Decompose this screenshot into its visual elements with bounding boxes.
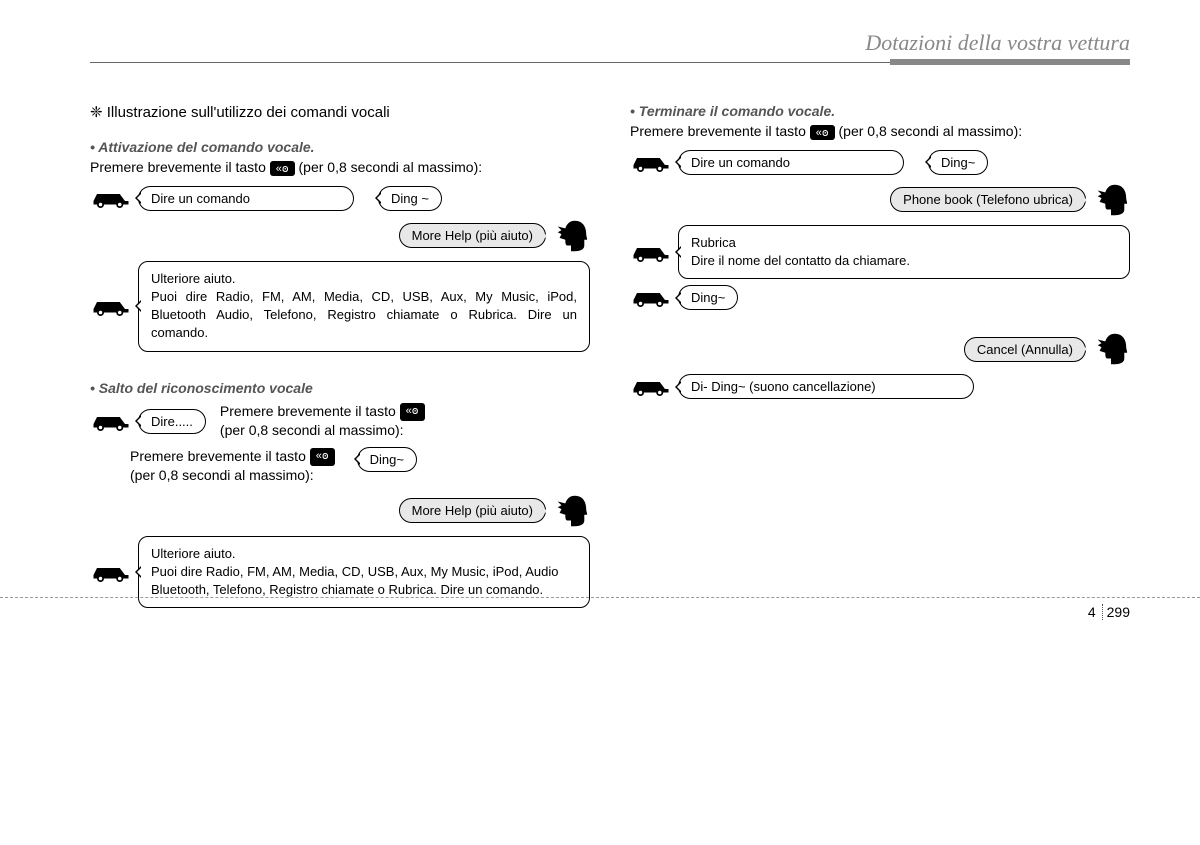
page-number: 4299 [1088, 604, 1130, 620]
sec1-bubble-help: More Help (più aiuto) [399, 223, 546, 248]
main-title: ❈ Illustrazione sull'utilizzo dei comand… [90, 103, 590, 121]
car-icon [630, 151, 672, 174]
sec2-row2: Premere brevemente il tasto «ꙩ (per 0,8 … [130, 447, 590, 486]
sec2-side1: Premere brevemente il tasto «ꙩ (per 0,8 … [220, 402, 425, 441]
sec2-bubble-ding: Ding~ [357, 447, 417, 472]
title-symbol: ❈ [90, 104, 103, 121]
sec1-title: • Attivazione del comando vocale. [90, 139, 590, 155]
r-bubble-cancel: Cancel (Annulla) [964, 337, 1086, 362]
sec2-l2-post: (per 0,8 secondi al massimo): [130, 467, 314, 483]
head-icon [1092, 330, 1130, 368]
car-icon [90, 410, 132, 433]
page-header: Dotazioni della vostra vettura [90, 30, 1130, 63]
r-bubble-command: Dire un comando [678, 150, 904, 175]
page-section: 4 [1088, 604, 1103, 620]
head-icon [552, 217, 590, 255]
sec1-row1: Dire un comando Ding ~ [90, 186, 590, 211]
r-row4: Ding~ [630, 285, 1130, 310]
header-bar [890, 59, 1130, 65]
sec1-bubble-ding: Ding ~ [378, 186, 442, 211]
sec1-row2: More Help (più aiuto) [90, 217, 590, 255]
r-b4-l1: Rubrica [691, 235, 736, 250]
car-icon [630, 241, 672, 264]
r-row1: Dire un comando Ding~ [630, 150, 1130, 175]
footer: 4299 [0, 597, 1200, 602]
r-bubble-ding2: Ding~ [678, 285, 738, 310]
r-instr: Premere brevemente il tasto «ꙩ (per 0,8 … [630, 123, 1130, 140]
header-title: Dotazioni della vostra vettura [865, 30, 1130, 55]
sec2-row1: Dire..... Premere brevemente il tasto «ꙩ… [90, 402, 590, 441]
car-icon [630, 375, 672, 398]
sec2-l2-pre: Premere brevemente il tasto [130, 448, 306, 464]
sec2-bubble-help: More Help (più aiuto) [399, 498, 546, 523]
voice-button-icon: «ꙩ [310, 448, 335, 465]
car-icon [90, 295, 132, 318]
main-title-text: Illustrazione sull'utilizzo dei comandi … [107, 104, 390, 121]
r-row6: Di- Ding~ (suono cancellazione) [630, 374, 1130, 399]
sec2-title: • Salto del riconoscimento vocale [90, 380, 590, 396]
voice-button-icon: «ꙩ [270, 161, 295, 176]
sec1-row3: Ulteriore aiuto. Puoi dire Radio, FM, AM… [90, 261, 590, 352]
voice-button-icon: «ꙩ [400, 403, 425, 420]
car-icon [90, 561, 132, 584]
sec2-s1-post: (per 0,8 secondi al massimo): [220, 422, 404, 438]
page: Dotazioni della vostra vettura ❈ Illustr… [0, 0, 1200, 614]
sec2-b4-l2: Puoi dire Radio, FM, AM, Media, CD, USB,… [151, 564, 559, 597]
sec1-bubble-command: Dire un comando [138, 186, 354, 211]
sec1-b4-l1: Ulteriore aiuto. [151, 271, 236, 286]
r-bubble-ding1: Ding~ [928, 150, 988, 175]
car-icon [630, 286, 672, 309]
right-column: • Terminare il comando vocale. Premere b… [630, 103, 1130, 614]
left-column: ❈ Illustrazione sull'utilizzo dei comand… [90, 103, 590, 614]
page-num-val: 299 [1107, 604, 1130, 620]
head-icon [1092, 181, 1130, 219]
sec2-line2: Premere brevemente il tasto «ꙩ (per 0,8 … [130, 447, 335, 486]
car-icon [90, 187, 132, 210]
head-icon [552, 492, 590, 530]
r-row3: Rubrica Dire il nome del contatto da chi… [630, 225, 1130, 279]
r-instr-post: (per 0,8 secondi al massimo): [839, 123, 1023, 139]
sec1-b4-l2: Puoi dire Radio, FM, AM, Media, CD, USB,… [151, 288, 577, 343]
r-instr-pre: Premere brevemente il tasto [630, 123, 806, 139]
r-row2: Phone book (Telefono ubrica) [630, 181, 1130, 219]
r-title: • Terminare il comando vocale. [630, 103, 1130, 119]
r-b4-l2: Dire il nome del contatto da chiamare. [691, 253, 910, 268]
sec2-bubble-dire: Dire..... [138, 409, 206, 434]
r-bubble-rubrica: Rubrica Dire il nome del contatto da chi… [678, 225, 1130, 279]
r-bubble-diding: Di- Ding~ (suono cancellazione) [678, 374, 974, 399]
sec1-instr: Premere brevemente il tasto «ꙩ (per 0,8 … [90, 159, 590, 176]
sec1-bubble-more: Ulteriore aiuto. Puoi dire Radio, FM, AM… [138, 261, 590, 352]
sec1-instr-post: (per 0,8 secondi al massimo): [299, 159, 483, 175]
columns: ❈ Illustrazione sull'utilizzo dei comand… [90, 103, 1130, 614]
r-bubble-phonebook: Phone book (Telefono ubrica) [890, 187, 1086, 212]
voice-button-icon: «ꙩ [810, 125, 835, 140]
sec2-s1-pre: Premere brevemente il tasto [220, 403, 396, 419]
sec2-row3: More Help (più aiuto) [90, 492, 590, 530]
sec1-instr-pre: Premere brevemente il tasto [90, 159, 266, 175]
sec2-b4-l1: Ulteriore aiuto. [151, 546, 236, 561]
r-row5: Cancel (Annulla) [630, 330, 1130, 368]
